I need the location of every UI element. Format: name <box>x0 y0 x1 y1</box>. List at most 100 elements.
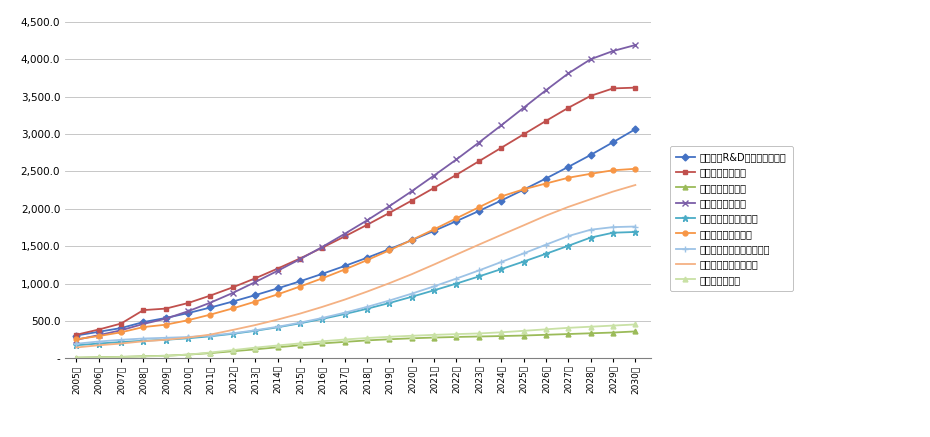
건설교통R&D정책인프라사업 <box>272 286 283 291</box>
교통체계효율화사업 <box>182 318 193 323</box>
항공선진화사업 <box>362 335 373 340</box>
항공선진화사업 <box>429 332 440 337</box>
미래도시철도기술개발사업 <box>540 242 551 247</box>
건설교통R&D정책인프라사업 <box>227 299 238 304</box>
건설교통R&D정책인프라사업 <box>249 292 260 298</box>
건설교통R&D정책인프라사업 <box>182 310 193 316</box>
Line: 지역기술혁신사업: 지역기술혁신사업 <box>73 329 638 360</box>
미래도시철도기술개발사업 <box>93 339 104 344</box>
건설교통R&D정책인프라사업 <box>429 228 440 233</box>
항공선진화사업 <box>160 353 171 358</box>
교통체계효율화사업 <box>585 171 596 177</box>
건설기술혁신사업 <box>630 85 641 90</box>
미래철도기술개발사업 <box>473 242 485 247</box>
첨단도시개발사업 <box>93 333 104 338</box>
미래철도기술개발사업 <box>406 271 418 277</box>
첨단도시개발사업 <box>272 268 283 274</box>
미래도시철도기술개발사업 <box>607 225 618 230</box>
건설교통R&D정책인프라사업 <box>294 279 305 284</box>
미래도시철도기술개발사업 <box>585 227 596 232</box>
플랫폼기술고도화사업 <box>362 306 373 312</box>
지역기술혁신사업 <box>496 333 507 339</box>
항공선진화사업 <box>607 323 618 328</box>
미래철도기술개발사업 <box>115 341 126 346</box>
첨단도시개발사업 <box>205 300 216 305</box>
미래도시철도기술개발사업 <box>384 298 395 303</box>
첨단도시개발사업 <box>540 88 551 93</box>
첨단도시개발사업 <box>317 244 328 250</box>
교통체계효율화사업 <box>451 216 462 221</box>
지역기술혁신사업 <box>205 350 216 356</box>
플랫폼기술고도화사업 <box>518 259 529 264</box>
지역기술혁신사업 <box>563 331 574 336</box>
건설기술혁신사업 <box>339 234 351 239</box>
첨단도시개발사업 <box>607 49 618 54</box>
미래철도기술개발사업 <box>317 304 328 309</box>
항공선진화사업 <box>93 355 104 360</box>
미래철도기술개발사업 <box>384 281 395 286</box>
미래도시철도기술개발사업 <box>272 324 283 329</box>
건설교통R&D정책인프라사업 <box>518 187 529 192</box>
교통체계효율화사업 <box>93 333 104 339</box>
교통체계효율화사업 <box>384 248 395 253</box>
미래도시철도기술개발사업 <box>563 233 574 239</box>
미래도시철도기술개발사업 <box>71 341 82 347</box>
지역기술혁신사업 <box>339 339 351 344</box>
항공선진화사업 <box>630 322 641 327</box>
미래도시철도기술개발사업 <box>227 331 238 336</box>
지역기술혁신사업 <box>406 336 418 341</box>
첨단도시개발사업 <box>518 105 529 111</box>
건설교통R&D정책인프라사업 <box>607 139 618 145</box>
미래철도기술개발사업 <box>630 182 641 187</box>
교통체계효율화사업 <box>406 237 418 243</box>
플랫폼기술고도화사업 <box>384 300 395 305</box>
플랫폼기술고도화사업 <box>138 338 149 343</box>
지역기술혁신사업 <box>429 335 440 340</box>
교통체계효율화사업 <box>339 267 351 272</box>
교통체계효율화사업 <box>630 166 641 171</box>
미래도시철도기술개발사업 <box>115 337 126 343</box>
건설교통R&D정책인프라사업 <box>473 208 485 214</box>
플랫폼기술고도화사업 <box>160 337 171 343</box>
지역기술혁신사업 <box>160 353 171 358</box>
교통체계효율화사업 <box>473 205 485 210</box>
건설교통R&D정책인프라사업 <box>362 255 373 260</box>
항공선진화사업 <box>249 345 260 350</box>
항공선진화사업 <box>138 354 149 359</box>
건설기술혁신사업 <box>406 198 418 203</box>
지역기술혁신사업 <box>451 334 462 340</box>
건설교통R&D정책인프라사업 <box>630 127 641 132</box>
건설교통R&D정책인프라사업 <box>93 329 104 334</box>
교통체계효율화사업 <box>272 292 283 297</box>
미래철도기술개발사업 <box>496 232 507 238</box>
교통체계효율화사업 <box>563 175 574 180</box>
플랫폼기술고도화사업 <box>272 325 283 330</box>
플랫폼기술고도화사업 <box>473 274 485 279</box>
미래철도기술개발사업 <box>540 213 551 218</box>
미래철도기술개발사업 <box>585 197 596 202</box>
지역기술혁신사업 <box>93 354 104 360</box>
지역기술혁신사업 <box>384 336 395 342</box>
Line: 항공선진화사업: 항공선진화사업 <box>73 322 638 360</box>
교통체계효율화사업 <box>496 194 507 199</box>
첨단도시개발사업 <box>138 321 149 326</box>
미래철도기술개발사업 <box>160 337 171 343</box>
건설교통R&D정책인프라사업 <box>406 238 418 243</box>
미래도시철도기술개발사업 <box>205 333 216 338</box>
항공선진화사업 <box>406 333 418 338</box>
교통체계효율화사업 <box>429 227 440 232</box>
플랫폼기술고도화사업 <box>93 341 104 346</box>
첨단도시개발사업 <box>630 42 641 48</box>
미래철도기술개발사업 <box>71 345 82 350</box>
건설기술혁신사업 <box>249 276 260 281</box>
건설교통R&D정책인프라사업 <box>115 326 126 331</box>
플랫폼기술고도화사업 <box>607 230 618 236</box>
플랫폼기술고도화사업 <box>540 251 551 257</box>
지역기술혁신사업 <box>518 333 529 338</box>
플랫폼기술고도화사업 <box>339 312 351 317</box>
미래도시철도기술개발사업 <box>339 310 351 316</box>
지역기술혁신사업 <box>317 341 328 346</box>
Line: 미래도시철도기술개발사업: 미래도시철도기술개발사업 <box>73 223 639 347</box>
항공선진화사업 <box>205 350 216 355</box>
건설교통R&D정책인프라사업 <box>496 198 507 203</box>
